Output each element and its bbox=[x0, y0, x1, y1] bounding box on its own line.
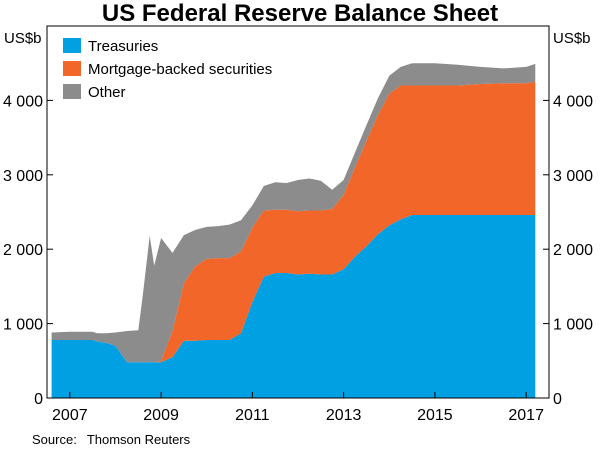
y-tick-label-right: 1 000 bbox=[553, 317, 593, 334]
source-label: Source: bbox=[32, 432, 77, 447]
y-tick-label-left: 0 bbox=[34, 391, 43, 408]
y-tick-label-left: 1 000 bbox=[3, 317, 43, 334]
y-tick-label-left: 4 000 bbox=[3, 93, 43, 110]
x-tick-label: 2015 bbox=[417, 407, 453, 424]
legend-swatch bbox=[63, 84, 81, 99]
legend-label: Mortgage-backed securities bbox=[88, 61, 272, 78]
plot-frame bbox=[46, 25, 550, 399]
x-tick-label: 2007 bbox=[52, 407, 88, 424]
legend-label: Treasuries bbox=[88, 38, 158, 55]
x-tick-label: 2011 bbox=[235, 407, 270, 424]
series-area-mortgage-backed-securities bbox=[51, 81, 536, 363]
legend-swatch bbox=[63, 61, 81, 76]
chart-title: US Federal Reserve Balance Sheet bbox=[101, 0, 499, 27]
series-area-other bbox=[51, 63, 536, 363]
y-tick-label-right: 3 000 bbox=[553, 168, 593, 185]
legend-label: Other bbox=[88, 84, 126, 101]
x-tick-label: 2013 bbox=[326, 407, 362, 424]
y-tick-label-right: 2 000 bbox=[553, 242, 593, 259]
y-tick-label-left: 2 000 bbox=[3, 242, 43, 259]
y-tick-label-right: 4 000 bbox=[553, 93, 593, 110]
y-tick-label-right: 0 bbox=[553, 391, 562, 408]
x-tick-label: 2009 bbox=[143, 407, 179, 424]
y-axis-unit-left: US$b bbox=[4, 30, 42, 47]
source-note: Source: Thomson Reuters bbox=[32, 432, 190, 448]
y-axis-unit-right: US$b bbox=[553, 30, 591, 47]
y-tick-label-left: 3 000 bbox=[3, 168, 43, 185]
legend-swatch bbox=[63, 38, 81, 53]
x-tick-label: 2017 bbox=[508, 407, 544, 424]
series-area-treasuries bbox=[51, 215, 536, 398]
source-name: Thomson Reuters bbox=[86, 432, 191, 447]
